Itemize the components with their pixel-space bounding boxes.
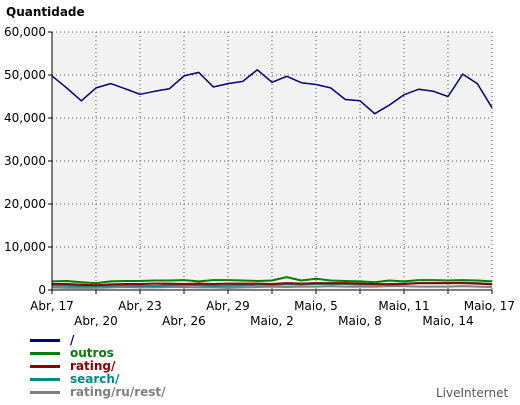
credit-text: LiveInternet <box>436 386 509 400</box>
legend-item: search/ <box>30 373 166 386</box>
legend-label: search/ <box>70 372 120 386</box>
series-line-3 <box>52 282 493 287</box>
y-tick-label: 30,000 <box>4 154 46 168</box>
legend-swatch <box>30 339 60 342</box>
x-tick-label: Abr, 26 <box>162 314 206 328</box>
series-line-5 <box>51 285 493 289</box>
y-tick-label: 50,000 <box>4 68 46 82</box>
x-tick-label: Maio, 5 <box>294 299 338 313</box>
legend-label: outros <box>70 346 114 360</box>
legend-swatch <box>30 352 60 355</box>
x-tick-label: Maio, 11 <box>378 299 429 313</box>
grid-lines <box>52 31 493 290</box>
legend: / outros rating/search/rating/ru/rest/ <box>30 334 166 399</box>
x-tick-label: Maio, 8 <box>338 314 382 328</box>
x-tick-label: Maio, 2 <box>250 314 294 328</box>
legend-item: rating/ru/rest/ <box>30 386 166 399</box>
x-tick-label: Abr, 17 <box>30 299 74 313</box>
legend-swatch <box>30 378 60 381</box>
legend-swatch <box>30 391 60 394</box>
series-line-1 <box>51 69 493 115</box>
y-tick-label: 60,000 <box>4 25 46 39</box>
legend-item: / <box>30 334 166 347</box>
legend-item: outros <box>30 347 166 360</box>
legend-swatch <box>30 365 60 368</box>
legend-item: rating/ <box>30 360 166 373</box>
x-tick-label: Abr, 20 <box>74 314 118 328</box>
x-tick-label: Maio, 17 <box>464 299 515 313</box>
y-axis-label: Quantidade <box>6 5 85 19</box>
series-lines <box>51 69 493 289</box>
series-line-2 <box>51 276 493 285</box>
y-tick-label: 20,000 <box>4 197 46 211</box>
x-tick-label: Abr, 29 <box>206 299 250 313</box>
y-axis-ticks: 0 10,000 20,000 30,000 40,000 50,000 60,000 <box>4 25 52 297</box>
legend-label: rating/ru/rest/ <box>70 385 166 399</box>
y-tick-label: 0 <box>38 283 46 297</box>
x-tick-label: Maio, 14 <box>422 314 473 328</box>
legend-label: rating/ <box>70 359 116 373</box>
y-tick-label: 10,000 <box>4 240 46 254</box>
legend-label: / <box>70 333 75 347</box>
y-tick-label: 40,000 <box>4 111 46 125</box>
x-tick-label: Abr, 23 <box>118 299 162 313</box>
